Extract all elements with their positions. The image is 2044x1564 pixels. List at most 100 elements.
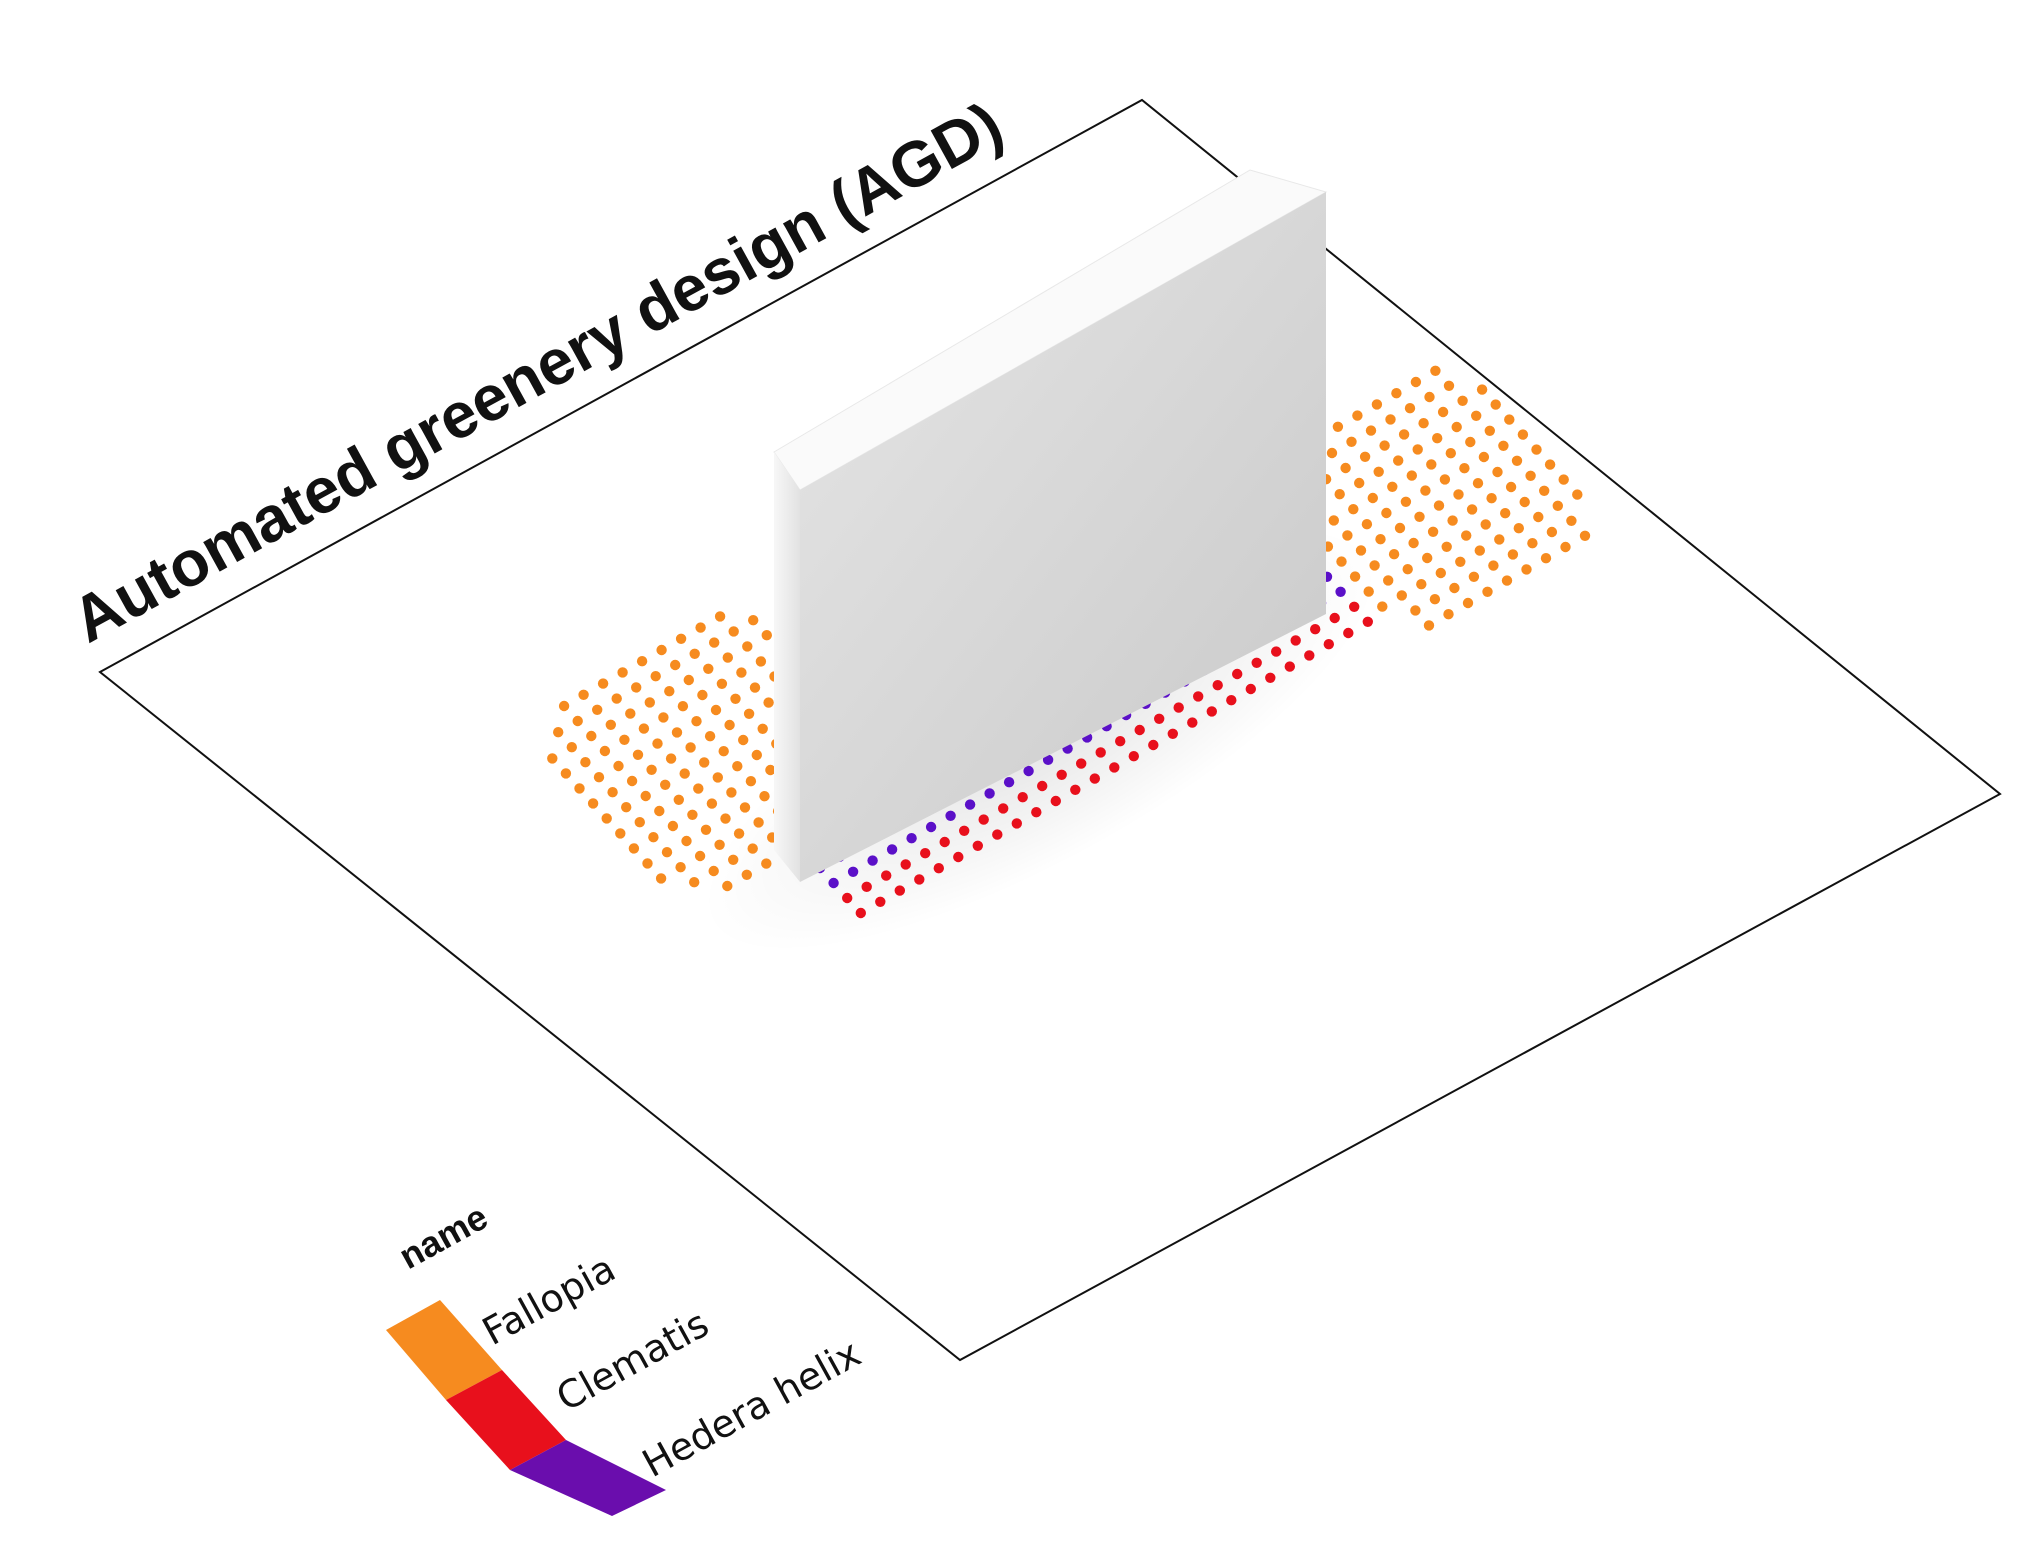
fallopia-dot — [1478, 451, 1490, 463]
fallopia-dot — [761, 630, 772, 641]
fallopia-dot — [1340, 462, 1351, 474]
fallopia-dot — [572, 715, 583, 727]
clematis-dot — [1056, 769, 1067, 780]
clematis-dot — [1109, 762, 1120, 773]
fallopia-dot — [655, 873, 667, 884]
legend: name Fallopia Clematis Hedera helix — [386, 1196, 868, 1516]
clematis-dot — [1284, 661, 1296, 672]
fallopia-dot — [607, 787, 618, 798]
clematis-dot — [1037, 780, 1048, 792]
fallopia-dot — [1533, 511, 1544, 523]
fallopia-dot — [748, 615, 759, 626]
fallopia-dot — [1498, 440, 1509, 451]
fallopia-dot — [1385, 414, 1396, 425]
clematis-dot — [1134, 724, 1145, 736]
fallopia-dot — [1453, 489, 1464, 500]
fallopia-dot — [605, 719, 616, 730]
fallopia-dot — [661, 847, 673, 858]
fallopia-dot — [1505, 481, 1517, 493]
fallopia-dot — [1501, 575, 1513, 586]
fallopia-dot — [1540, 553, 1552, 564]
fallopia-dot — [704, 731, 716, 742]
fallopia-dot — [745, 776, 757, 787]
fallopia-dot — [730, 693, 741, 704]
fallopia-dot — [1471, 410, 1482, 421]
fallopia-dot — [636, 656, 648, 667]
fallopia-dot — [1484, 425, 1496, 436]
fallopia-dot — [1410, 376, 1422, 388]
fallopia-dot — [743, 708, 755, 719]
fallopia-dot — [691, 716, 702, 727]
fallopia-dot — [765, 764, 776, 776]
fallopia-dot — [652, 738, 663, 749]
clematis-dot — [1245, 683, 1257, 695]
fallopia-dot — [1579, 530, 1591, 541]
fallopia-dot — [1474, 545, 1486, 556]
clematis-dot — [992, 829, 1003, 840]
clematis-dot — [842, 892, 853, 904]
fallopia-dot — [558, 700, 570, 712]
fallopia-dot — [683, 674, 694, 686]
fallopia-dot — [1336, 556, 1347, 567]
fallopia-dot — [747, 843, 758, 854]
fallopia-dot — [566, 742, 577, 753]
fallopia-dot — [1346, 436, 1357, 447]
fallopia-dot — [1465, 436, 1476, 448]
clematis-dot — [1304, 650, 1315, 661]
fallopia-dot — [1459, 463, 1470, 474]
fallopia-dot — [714, 839, 725, 850]
fallopia-dot — [1420, 485, 1431, 496]
legend-swatch-hedera-helix — [510, 1440, 666, 1516]
hedera-helix-dot — [1042, 754, 1054, 765]
fallopia-dot — [1326, 447, 1338, 459]
clematis-dot — [1128, 751, 1140, 762]
clematis-dot — [861, 881, 872, 892]
fallopia-dot — [677, 701, 689, 712]
fallopia-dot — [1414, 511, 1425, 522]
fallopia-dot — [1482, 586, 1493, 597]
clematis-dot — [894, 885, 905, 896]
fallopia-dot — [644, 697, 655, 708]
clematis-dot — [1343, 627, 1354, 639]
fallopia-dot — [681, 835, 692, 847]
legend-label-fallopia: Fallopia — [475, 1246, 622, 1354]
clematis-dot — [933, 863, 944, 874]
fallopia-dot — [1443, 380, 1455, 391]
fallopia-dot — [578, 689, 589, 700]
fallopia-dot — [720, 813, 731, 824]
fallopia-dot — [732, 761, 743, 772]
fallopia-dot — [724, 719, 735, 731]
fallopia-dot — [586, 730, 597, 742]
fallopia-dot — [1546, 526, 1558, 538]
clematis-dot — [855, 907, 866, 919]
fallopia-dot — [728, 854, 739, 865]
fallopia-dot — [741, 869, 752, 880]
fallopia-dot — [1435, 567, 1447, 579]
legend-swatch-fallopia — [386, 1300, 502, 1400]
wall-block — [773, 169, 1328, 882]
clematis-dot — [1362, 616, 1374, 627]
clematis-dot — [920, 848, 931, 859]
fallopia-dot — [656, 644, 667, 656]
fallopia-dot — [1552, 500, 1564, 511]
clematis-dot — [1187, 717, 1198, 728]
fallopia-dot — [699, 757, 710, 768]
clematis-dot — [1290, 635, 1301, 646]
fallopia-dot — [1365, 425, 1377, 436]
fallopia-dot — [761, 858, 772, 869]
fallopia-dot — [1461, 530, 1472, 541]
fallopia-dot — [1379, 440, 1390, 451]
fallopia-dot — [1451, 421, 1462, 433]
fallopia-dot — [640, 790, 651, 802]
fallopia-dot — [631, 682, 642, 693]
fallopia-dot — [1361, 519, 1373, 530]
fallopia-dot — [1513, 523, 1525, 534]
fallopia-dot — [1342, 530, 1353, 541]
fallopia-dot — [1430, 365, 1441, 376]
fallopia-dot — [1369, 560, 1380, 571]
clematis-dot — [1310, 624, 1321, 635]
fallopia-dot — [759, 791, 770, 802]
fallopia-dot — [1383, 575, 1394, 586]
fallopia-dot — [1427, 526, 1439, 537]
